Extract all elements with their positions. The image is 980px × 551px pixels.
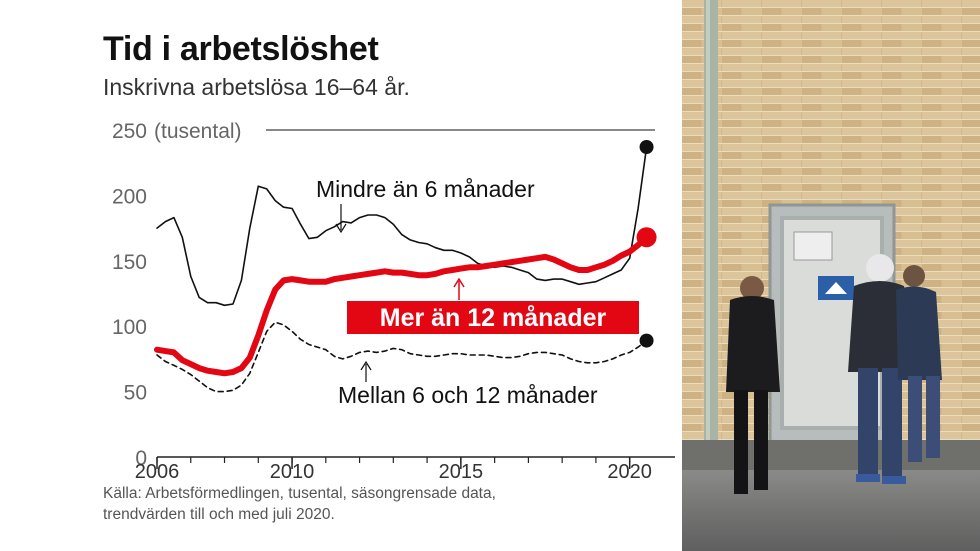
x-tick-label-2015: 2015 [439,461,484,483]
series-end-marker-1 [639,140,654,155]
series-line-3 [156,321,648,393]
person-left [726,276,780,494]
x-tick-label-2006: 2006 [135,461,180,483]
y-axis: 0 50 100 150 200 250 (tusental) [112,120,655,470]
x-axis: 2006 2010 2015 2020 [135,456,675,483]
series-end-marker-2 [636,227,657,248]
series-lines [154,146,650,393]
source-line-1: Källa: Arbetsförmedlingen, tusental, säs… [103,485,496,502]
y-tick-label-0: 0 [135,447,147,470]
series-line-2 [154,234,650,377]
annotation-arrowhead-mindre [335,223,347,234]
x-tick-label-2010: 2010 [270,461,315,483]
y-tick-label-100: 100 [112,316,147,339]
series-end-marker-3 [639,333,654,348]
annotation-box-mer-an-12 [347,301,639,334]
annotation-mindre-an-6: Mindre än 6 månader [316,176,535,202]
series-line-1 [156,146,648,307]
y-axis-unit-label: (tusental) [154,120,242,143]
y-tick-label-250: 250 [112,120,147,143]
pavement [682,470,980,551]
annotation-mer-an-12: Mer än 12 månader [380,304,607,332]
end-markers [636,140,657,348]
chart-panel: Tid i arbetslöshet Inskrivna arbetslösa … [103,30,675,525]
y-tick-label-200: 200 [112,185,147,208]
annotation-arrowhead-mellan [360,360,372,371]
annotations: Mindre än 6 månader Mer än 12 månader Mell… [316,176,639,408]
annotation-mellan-6-och-12: Mellan 6 och 12 månader [338,382,598,408]
source-line-2: trendvärden till och med juli 2020. [103,506,335,523]
photo-unemployment-office [682,0,980,551]
y-tick-label-50: 50 [124,382,147,405]
person-right [896,265,942,462]
chart-subtitle: Inskrivna arbetslösa 16–64 år. [103,74,410,100]
chart-title: Tid i arbetslöshet [103,30,379,68]
x-tick-label-2020: 2020 [607,461,652,483]
annotation-arrowhead-mer [453,277,465,288]
y-tick-label-150: 150 [112,251,147,274]
source-note: Källa: Arbetsförmedlingen, tusental, säs… [103,483,663,525]
